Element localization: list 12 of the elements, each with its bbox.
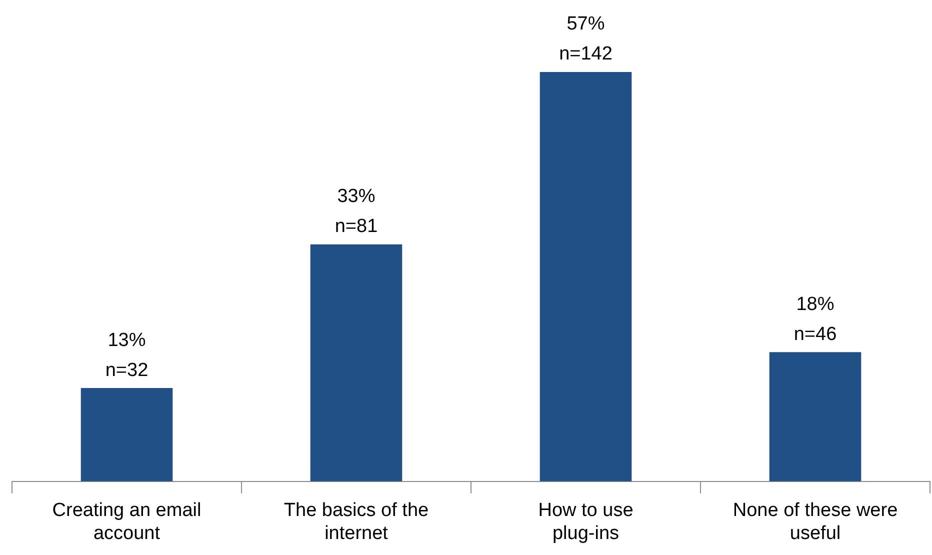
x-tick-label: Creating an email account <box>52 500 202 544</box>
data-label: 18% n=46 <box>794 294 837 345</box>
data-label: 33% n=81 <box>334 186 378 238</box>
x-tick-label: The basics of the internet <box>284 500 429 544</box>
data-label: 13% n=32 <box>105 330 148 381</box>
bar <box>310 244 402 482</box>
bar <box>80 388 173 482</box>
bar <box>540 72 632 482</box>
bar <box>769 352 862 482</box>
x-tick-label: How to use plug-ins <box>538 500 634 544</box>
data-label: 57% n=142 <box>559 14 612 65</box>
x-tick-label: None of these were useful <box>732 500 898 544</box>
